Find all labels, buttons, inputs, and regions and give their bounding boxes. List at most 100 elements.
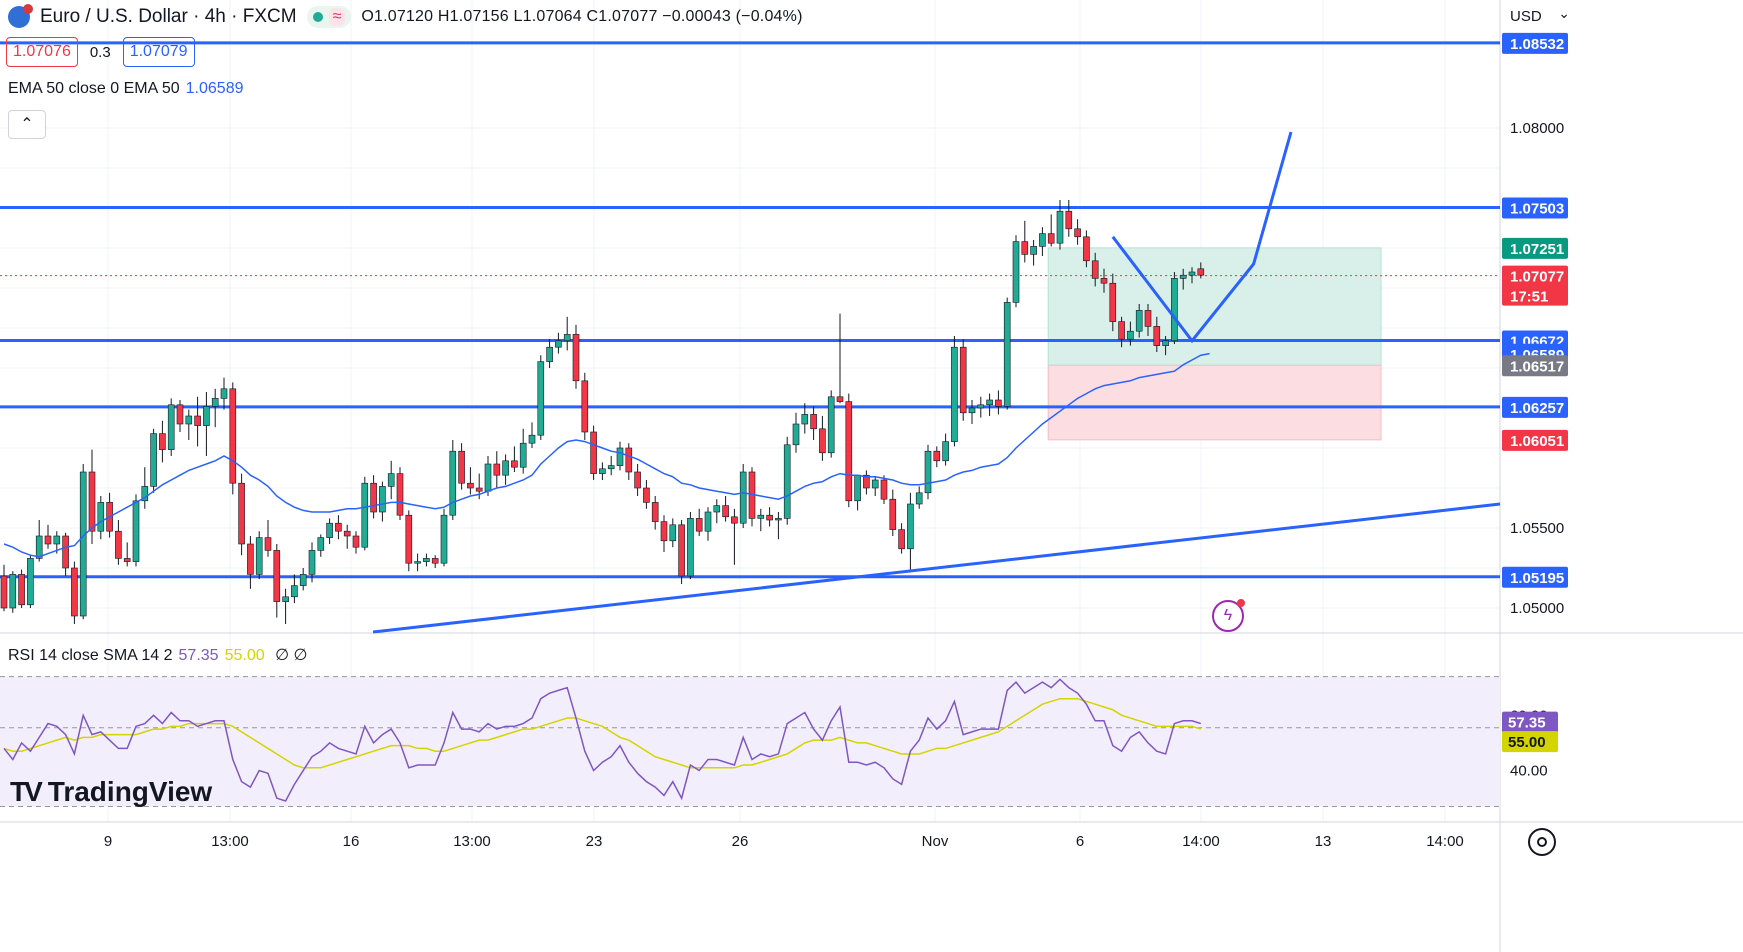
time-tick-label: 6 bbox=[1076, 833, 1084, 850]
rsi-sma-value-tag bbox=[1502, 731, 1558, 753]
ascending-trendline bbox=[372, 502, 1501, 634]
candle-body bbox=[467, 482, 474, 489]
candle-body bbox=[1047, 233, 1055, 244]
candle-body bbox=[308, 550, 316, 575]
collapse-legend-button[interactable]: ⌃ bbox=[8, 110, 46, 139]
candle-body bbox=[599, 468, 606, 474]
candle-body bbox=[924, 450, 932, 494]
candle-body bbox=[546, 346, 553, 362]
candle-body bbox=[1118, 321, 1125, 340]
candle-body bbox=[766, 514, 773, 521]
candle-body bbox=[775, 518, 782, 521]
candle-body bbox=[27, 558, 34, 606]
candle-body bbox=[616, 447, 624, 466]
rsi-pane bbox=[0, 676, 1500, 807]
candle-body bbox=[396, 473, 404, 516]
price-tag bbox=[1502, 396, 1568, 418]
candle-body bbox=[97, 502, 105, 532]
candle-body bbox=[0, 575, 8, 609]
sell-button[interactable]: 1.07076 bbox=[6, 37, 78, 67]
candle-body bbox=[62, 535, 69, 569]
candle-body bbox=[634, 471, 641, 489]
time-axis[interactable]: 9 13:00 16 13:00 23 26 Nov 6 14:00 13 14:00 bbox=[104, 833, 1464, 850]
rsi-legend-extra: ∅ ∅ bbox=[275, 647, 308, 664]
quote-row: 1.07076 0.3 1.07079 bbox=[6, 37, 195, 67]
candle-body bbox=[9, 574, 17, 609]
candle-body bbox=[141, 486, 149, 502]
market-status[interactable]: ≈ bbox=[306, 6, 352, 28]
time-tick-label: Nov bbox=[922, 833, 949, 850]
symbol-title[interactable]: Euro / U.S. Dollar · 4h · FXCM bbox=[40, 6, 297, 27]
price-tag-label: 1.06051 bbox=[1510, 433, 1564, 450]
rsi-legend[interactable]: RSI 14 close SMA 14 2 57.35 55.00 ∅ ∅ bbox=[8, 645, 307, 665]
trend-drawings bbox=[372, 131, 1501, 634]
candle-body bbox=[159, 433, 166, 450]
position-zones bbox=[1047, 247, 1382, 441]
projection-pattern bbox=[1111, 131, 1293, 344]
ohlc-close: C1.07077 bbox=[586, 8, 658, 25]
candle-body bbox=[484, 463, 492, 492]
candle-body bbox=[511, 460, 518, 468]
ohlc-low: L1.07064 bbox=[513, 8, 582, 25]
candle-body bbox=[845, 401, 853, 502]
candle-body bbox=[643, 487, 650, 503]
candle-body bbox=[1135, 310, 1143, 332]
candle-body bbox=[1109, 282, 1117, 322]
candle-body bbox=[299, 574, 307, 586]
tradingview-logo-text: TradingView bbox=[47, 776, 213, 807]
loss-zone bbox=[1047, 364, 1382, 441]
candle-body bbox=[1127, 330, 1134, 340]
candle-body bbox=[247, 543, 254, 575]
rsi-tick-label: 40.00 bbox=[1510, 763, 1548, 780]
tradingview-logo[interactable]: TV TradingView bbox=[10, 776, 212, 808]
rsi-value-tag-label: 57.35 bbox=[1508, 715, 1546, 732]
lightning-icon[interactable]: ϟ bbox=[1212, 599, 1245, 632]
ohlc-change: −0.00043 (−0.04%) bbox=[662, 8, 803, 25]
candle-body bbox=[783, 444, 791, 519]
ema-legend-value: 1.06589 bbox=[185, 80, 244, 97]
candle-body bbox=[1100, 278, 1108, 284]
chart-header: Euro / U.S. Dollar · 4h · FXCM ≈ O1.0712… bbox=[8, 4, 803, 30]
price-tick-label: 1.05000 bbox=[1510, 600, 1564, 617]
candle-body bbox=[907, 503, 914, 550]
candle-body bbox=[273, 550, 281, 602]
price-tag-label: 1.07077 bbox=[1510, 269, 1564, 286]
ohlc-high: H1.07156 bbox=[437, 8, 509, 25]
countdown-label: 17:51 bbox=[1510, 289, 1548, 306]
buy-button[interactable]: 1.07079 bbox=[122, 37, 195, 67]
settings-gear-icon[interactable] bbox=[1528, 828, 1556, 856]
price-axis[interactable]: 1.08000 1.05500 1.05000 1.08532 1.07503 1.072… bbox=[1502, 32, 1568, 780]
candle-body bbox=[255, 537, 263, 575]
candle-body bbox=[563, 334, 571, 342]
rsi-value-tag bbox=[1502, 711, 1558, 733]
price-tag-label: 1.06257 bbox=[1510, 400, 1564, 417]
candle-body bbox=[326, 522, 333, 538]
candle-body bbox=[757, 514, 765, 519]
ema-legend[interactable]: EMA 50 close 0 EMA 50 1.06589 bbox=[8, 80, 244, 98]
candle-body bbox=[915, 492, 923, 505]
candle-body bbox=[731, 516, 738, 524]
candle-body bbox=[176, 404, 184, 425]
candle-body bbox=[35, 535, 43, 559]
candle-body bbox=[167, 404, 175, 450]
candle-body bbox=[572, 334, 580, 382]
candle-body bbox=[810, 414, 817, 430]
time-tick-label: 23 bbox=[586, 833, 603, 850]
candle-body bbox=[1144, 310, 1152, 327]
candle-body bbox=[458, 450, 465, 484]
candle-body bbox=[889, 498, 897, 530]
currency-select[interactable]: USD bbox=[1503, 0, 1570, 34]
candle-body bbox=[986, 399, 993, 406]
candle-body bbox=[115, 530, 122, 559]
candle-body bbox=[44, 535, 52, 545]
candle-body bbox=[871, 479, 879, 489]
candle-body bbox=[352, 535, 360, 548]
rsi-band bbox=[0, 676, 1500, 807]
market-open-icon bbox=[312, 12, 323, 22]
candle-body bbox=[335, 522, 342, 532]
price-tag bbox=[1502, 429, 1568, 451]
candle-body bbox=[185, 415, 193, 425]
candle-body bbox=[79, 471, 87, 617]
